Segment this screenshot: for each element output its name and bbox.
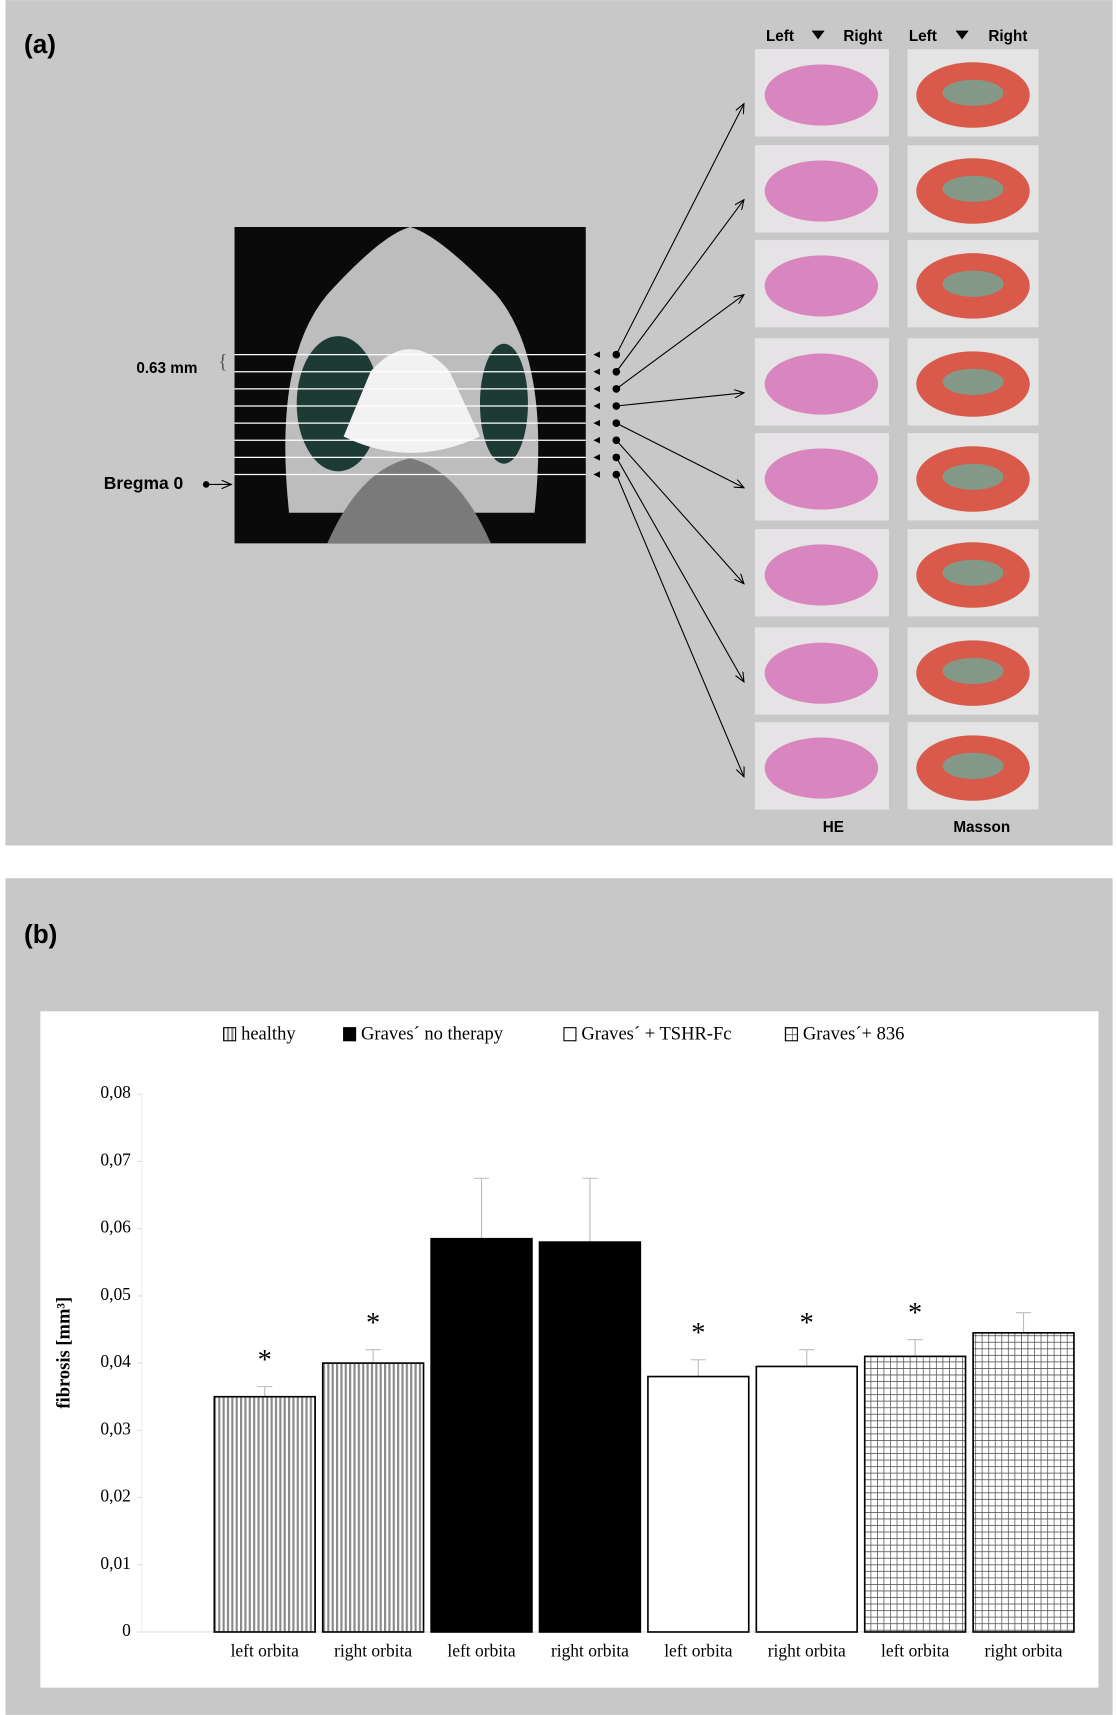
legend-label: Graves´ + TSHR-Fc [581,1024,731,1045]
masson-fiber [942,560,1003,586]
x-tick-label: left orbita [881,1641,950,1661]
masson-fiber [942,80,1003,106]
brace: { [218,352,227,373]
figure: (a) (b) Left Right Left Right HE Masson … [0,0,1117,1715]
bar [756,1366,857,1632]
bar [540,1242,641,1632]
he-tissue [765,738,878,799]
ct-image [235,227,586,543]
spacing-label: 0.63 mm [136,360,197,377]
he-tissue [765,255,878,316]
y-tick-label: 0,05 [100,1284,131,1304]
y-tick-label: 0,06 [100,1217,131,1237]
y-tick-label: 0 [122,1620,131,1640]
masson-fiber [942,753,1003,779]
legend-label: Graves´+ 836 [803,1024,905,1045]
legend-swatch [344,1028,356,1041]
y-axis-label: fibrosis [mm³] [54,1297,75,1409]
x-tick-label: right orbita [985,1641,1063,1661]
x-tick-label: left orbita [231,1641,300,1661]
significance-mark: * [691,1318,705,1349]
he-tissue [765,448,878,509]
legend-label: healthy [241,1024,296,1045]
legend-swatch [785,1028,797,1041]
he-tissue [765,544,878,605]
column-head: Right [843,28,882,45]
y-tick-label: 0,01 [100,1553,131,1573]
panel-label: (b) [24,919,57,949]
he-tissue [765,64,878,125]
stain-label: Masson [953,819,1010,836]
x-tick-label: right orbita [551,1641,629,1661]
x-tick-label: left orbita [447,1641,516,1661]
masson-fiber [942,464,1003,490]
significance-mark: * [366,1308,380,1339]
he-tissue [765,160,878,221]
he-tissue [765,643,878,704]
y-tick-label: 0,04 [100,1351,131,1371]
y-tick-label: 0,07 [100,1149,131,1169]
page: (a) (b) Left Right Left Right HE Masson … [0,0,1117,1715]
masson-fiber [942,271,1003,297]
bar [431,1239,532,1632]
column-head: Left [766,28,794,45]
bregma-label: Bregma 0 [104,473,183,493]
masson-fiber [942,369,1003,395]
bar [648,1377,749,1632]
significance-mark: * [258,1345,272,1376]
bar [865,1356,966,1632]
bar [214,1397,315,1632]
x-tick-label: right orbita [334,1641,412,1661]
significance-mark: * [908,1298,922,1329]
legend-swatch [564,1028,576,1041]
y-tick-label: 0,03 [100,1418,131,1438]
column-head: Right [988,28,1027,45]
masson-fiber [942,658,1003,684]
x-tick-label: left orbita [664,1641,733,1661]
y-tick-label: 0,02 [100,1486,131,1506]
he-tissue [765,354,878,415]
significance-mark: * [800,1308,814,1339]
masson-fiber [942,176,1003,202]
legend-label: Graves´ no therapy [361,1024,504,1045]
bar [973,1333,1074,1632]
y-tick-label: 0,08 [100,1082,131,1102]
stain-label: HE [823,819,844,836]
panel-label: (a) [24,29,56,59]
column-head: Left [909,28,937,45]
x-tick-label: right orbita [768,1641,846,1661]
legend-swatch [224,1028,236,1041]
bar [323,1363,424,1632]
